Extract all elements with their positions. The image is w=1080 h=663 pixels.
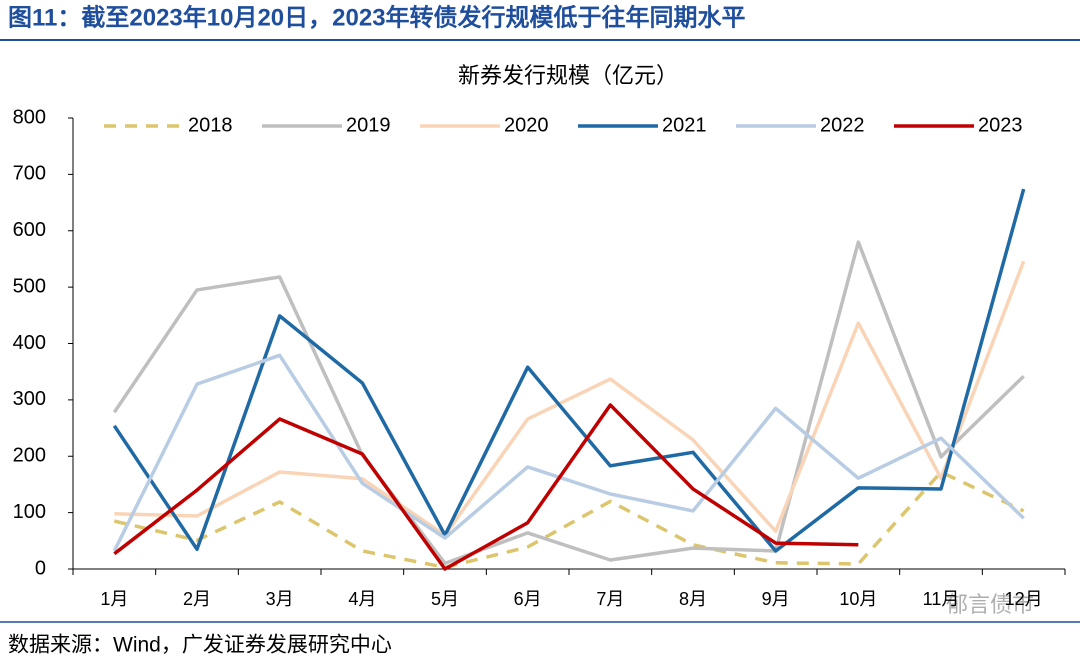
x-tick-label: 3月 <box>266 589 294 609</box>
series-line <box>113 470 1025 570</box>
chart-title: 图11：截至2023年10月20日，2023年转债发行规模低于往年同期水平 <box>8 3 746 31</box>
y-tick-label: 200 <box>13 445 46 467</box>
watermark: 郁言债市 <box>946 592 1034 617</box>
legend-label: 2022 <box>820 114 865 136</box>
legend-label: 2019 <box>346 114 391 136</box>
legend-label: 2023 <box>978 114 1023 136</box>
y-tick-label: 0 <box>35 557 46 579</box>
series-line <box>114 260 1026 537</box>
x-tick-label: 6月 <box>514 589 542 609</box>
series-line <box>112 353 1025 552</box>
x-tick-label: 1月 <box>100 589 128 609</box>
y-tick-label: 700 <box>13 163 46 185</box>
y-tick-label: 300 <box>13 388 46 410</box>
y-tick-label: 400 <box>13 332 46 354</box>
legend-label: 2018 <box>188 114 233 136</box>
y-tick-label: 600 <box>13 219 46 241</box>
series-line <box>113 403 859 571</box>
source: 数据来源：Wind，广发证券发展研究中心 <box>8 634 392 657</box>
series-line <box>112 188 1026 553</box>
x-tick-label: 4月 <box>348 589 376 609</box>
subtitle: 新券发行规模（亿元） <box>458 63 678 88</box>
x-tick-label: 12月 <box>1005 589 1043 609</box>
legend-label: 2021 <box>662 114 707 136</box>
x-tick-label: 5月 <box>431 589 459 609</box>
x-tick-label: 11月 <box>923 589 960 609</box>
series-line <box>112 240 1025 566</box>
x-tick-label: 10月 <box>839 589 877 609</box>
y-tick-label: 500 <box>13 275 46 297</box>
y-tick-label: 100 <box>13 501 46 523</box>
x-tick-label: 7月 <box>596 589 624 609</box>
x-tick-label: 9月 <box>762 589 790 609</box>
x-tick-label: 2月 <box>183 589 211 609</box>
y-tick-label: 800 <box>13 106 46 128</box>
legend-label: 2020 <box>504 114 549 136</box>
x-tick-label: 8月 <box>679 589 707 609</box>
